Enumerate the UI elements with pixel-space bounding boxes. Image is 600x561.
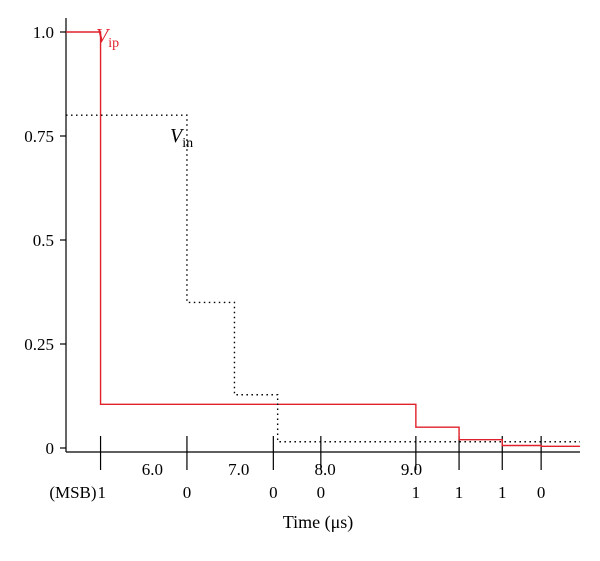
y-tick-label: 0.5: [33, 231, 54, 250]
series-label-vin: Vin: [170, 125, 193, 151]
y-tick-label: 0.25: [24, 335, 54, 354]
x-tick-label: 9.0: [401, 460, 422, 479]
bit-value: 0: [537, 483, 546, 502]
x-tick-label: 8.0: [315, 460, 336, 479]
bit-value: 1: [98, 483, 107, 502]
bit-sequence-group: (MSB) 1 0 0 0 1 1 1 0: [49, 483, 545, 502]
y-tick-label: 0: [46, 439, 55, 458]
series-group: [66, 31, 580, 448]
x-tick-label: 6.0: [142, 460, 163, 479]
bit-value: 1: [412, 483, 421, 502]
y-tick-group: 0 0.25 0.5 0.75 1.0: [24, 23, 66, 458]
y-tick-label: 0.75: [24, 127, 54, 146]
bit-value: 0: [269, 483, 278, 502]
x-tick-group: 6.0 7.0 8.0 9.0: [142, 460, 422, 479]
x-axis-title: Time (μs): [283, 512, 354, 533]
y-tick-label: 1.0: [33, 23, 54, 42]
bit-value: 0: [317, 483, 326, 502]
x-tick-label: 7.0: [228, 460, 249, 479]
bit-value: 1: [455, 483, 464, 502]
bit-value: 1: [498, 483, 507, 502]
msb-prefix-label: (MSB): [49, 483, 96, 502]
series-line-vip: [66, 31, 580, 448]
series-line-vin: [66, 114, 580, 443]
bit-value: 0: [183, 483, 192, 502]
series-label-vip: Vip: [96, 25, 119, 51]
